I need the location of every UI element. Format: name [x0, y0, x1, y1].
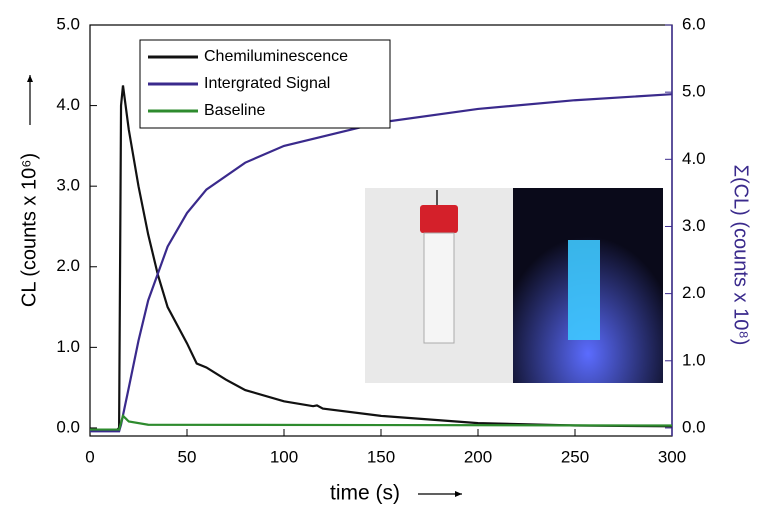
legend-label: Chemiluminescence	[204, 48, 348, 65]
y2-tick-label: 3.0	[682, 216, 706, 235]
y-tick-label: 4.0	[56, 95, 80, 114]
y2-tick-label: 2.0	[682, 283, 706, 302]
y-tick-label: 3.0	[56, 176, 80, 195]
y2-axis-label: Σ(CL) (counts x 10⁸)	[730, 165, 752, 346]
y2-tick-label: 4.0	[682, 149, 706, 168]
x-tick-label: 100	[270, 447, 298, 466]
y-arrow-head	[27, 75, 33, 82]
y2-tick-label: 0.0	[682, 417, 706, 436]
y-axis-label: CL (counts x 10⁶)	[18, 153, 40, 307]
inset-photo	[365, 188, 663, 383]
legend-label: Intergrated Signal	[204, 75, 330, 92]
x-axis-label: time (s)	[330, 482, 400, 505]
series-line	[90, 413, 673, 431]
x-arrow-head	[455, 491, 462, 497]
y2-tick-label: 6.0	[682, 14, 706, 33]
series-line	[90, 93, 673, 433]
series-line	[90, 85, 673, 431]
y-tick-label: 1.0	[56, 337, 80, 356]
x-tick-label: 250	[561, 447, 589, 466]
y2-tick-label: 5.0	[682, 82, 706, 101]
x-tick-label: 200	[464, 447, 492, 466]
y2-tick-label: 1.0	[682, 350, 706, 369]
legend-label: Baseline	[204, 102, 265, 119]
x-tick-label: 150	[367, 447, 395, 466]
x-tick-label: 0	[85, 447, 94, 466]
y-tick-label: 0.0	[56, 417, 80, 436]
x-tick-label: 300	[658, 447, 686, 466]
x-tick-label: 50	[178, 447, 197, 466]
y-tick-label: 2.0	[56, 256, 80, 275]
y-tick-label: 5.0	[56, 14, 80, 33]
